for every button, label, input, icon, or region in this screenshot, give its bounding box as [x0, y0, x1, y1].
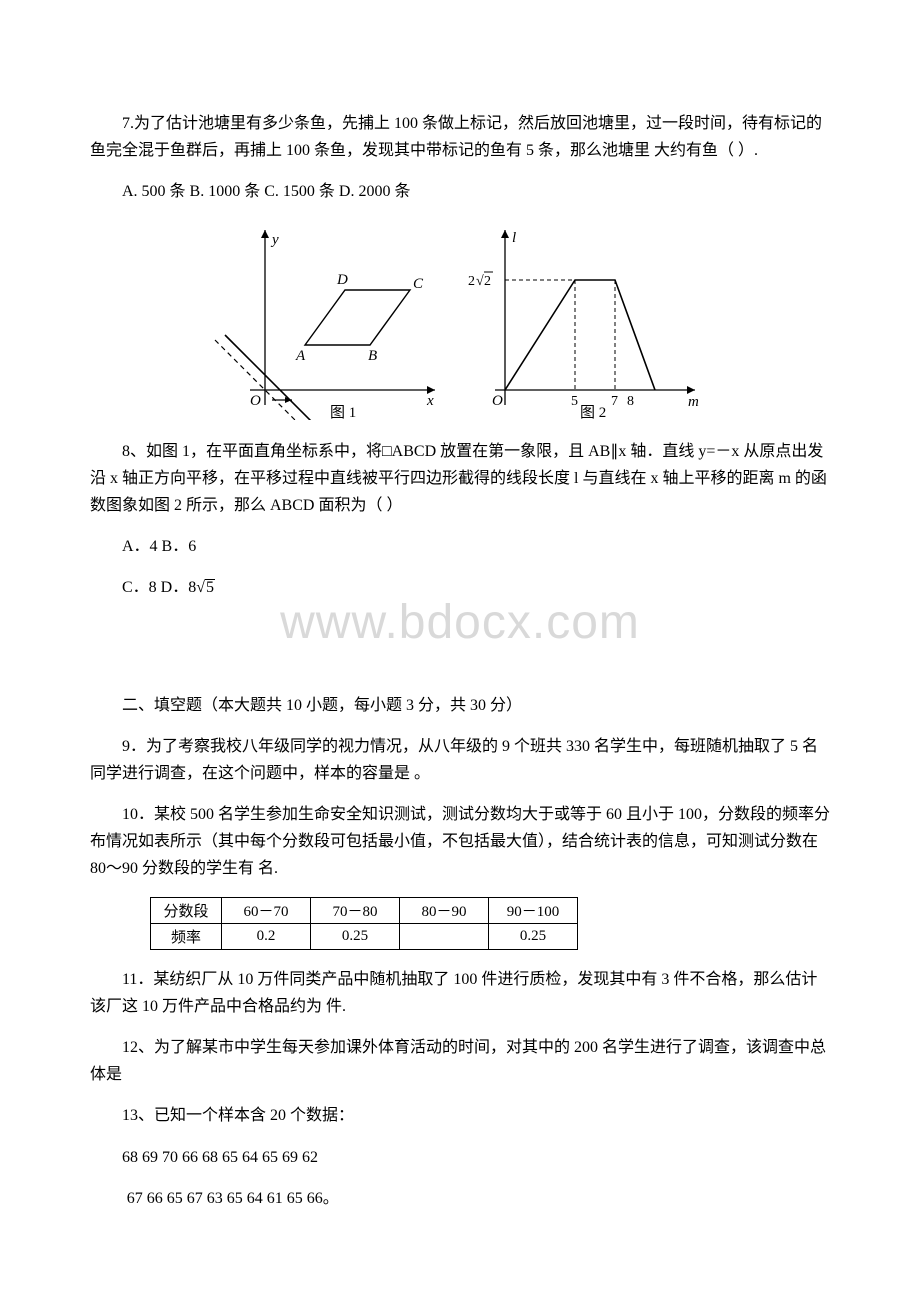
fig1-C: C	[413, 276, 424, 292]
figure-2: 2 √ 2 5 7 8 O l m 图 2	[460, 220, 710, 420]
fig1-x-label: x	[426, 393, 434, 409]
q13-line2: 67 66 65 67 63 65 64 61 65 66。	[90, 1185, 830, 1212]
fig2-caption: 图 2	[580, 404, 606, 420]
fig2-origin: O	[492, 393, 503, 409]
table-row: 分数段 60－70 70－80 80－90 90－100	[151, 897, 578, 923]
fig2-x5: 5	[571, 394, 578, 409]
figure-1: y x O A B C D 图 1	[210, 220, 450, 420]
fig2-x7: 7	[611, 394, 618, 409]
q10-text: 10．某校 500 名学生参加生命安全知识测试，测试分数均大于或等于 60 且小…	[90, 801, 830, 883]
frequency-table: 分数段 60－70 70－80 80－90 90－100 频率 0.2 0.25…	[150, 897, 578, 950]
fig1-caption: 图 1	[330, 404, 356, 420]
section2-title: 二、填空题（本大题共 10 小题，每小题 3 分，共 30 分）	[90, 692, 830, 719]
q9-text: 9．为了考察我校八年级同学的视力情况，从八年级的 9 个班共 330 名学生中，…	[90, 733, 830, 787]
td-8090	[400, 923, 489, 949]
q7-options: A. 500 条 B. 1000 条 C. 1500 条 D. 2000 条	[90, 178, 830, 205]
fig1-origin: O	[250, 393, 261, 409]
td-6070: 0.2	[222, 923, 311, 949]
td-90100: 0.25	[489, 923, 578, 949]
q13-head: 13、已知一个样本含 20 个数据：	[90, 1102, 830, 1129]
q12-text: 12、为了解某市中学生每天参加课外体育活动的时间，对其中的 200 名学生进行了…	[90, 1034, 830, 1088]
svg-text:2: 2	[484, 274, 491, 289]
td-label: 频率	[151, 923, 222, 949]
q11-text: 11．某纺织厂从 10 万件同类产品中随机抽取了 100 件进行质检，发现其中有…	[90, 966, 830, 1020]
figures-row: y x O A B C D 图 1	[90, 220, 830, 420]
sqrt-icon: √5	[196, 574, 215, 601]
q8-options-row1: A．4 B．6	[90, 533, 830, 560]
svg-text:√: √	[476, 274, 484, 289]
th-label: 分数段	[151, 897, 222, 923]
q8-options-row2: C．8 D．8√5	[90, 574, 830, 601]
q8-row2-pre: C．8 D．8	[122, 579, 196, 596]
fig2-x-label: m	[688, 394, 699, 410]
th-7080: 70－80	[311, 897, 400, 923]
th-6070: 60－70	[222, 897, 311, 923]
q7-text: 7.为了估计池塘里有多少条鱼，先捕上 100 条做上标记，然后放回池塘里，过一段…	[90, 110, 830, 164]
fig1-y-label: y	[270, 232, 279, 248]
q8-text: 8、如图 1，在平面直角坐标系中，将□ABCD 放置在第一象限，且 AB∥x 轴…	[90, 438, 830, 520]
q13-line1: 68 69 70 66 68 65 64 65 69 62	[90, 1144, 830, 1171]
th-8090: 80－90	[400, 897, 489, 923]
q8-radicand: 5	[205, 579, 215, 596]
fig2-y-label: l	[512, 230, 516, 246]
fig1-A: A	[295, 348, 306, 364]
th-90100: 90－100	[489, 897, 578, 923]
fig2-ytick: 2	[468, 274, 475, 289]
td-7080: 0.25	[311, 923, 400, 949]
table-row: 频率 0.2 0.25 0.25	[151, 923, 578, 949]
fig1-D: D	[336, 272, 348, 288]
fig1-B: B	[368, 348, 377, 364]
fig2-x8: 8	[627, 394, 634, 409]
